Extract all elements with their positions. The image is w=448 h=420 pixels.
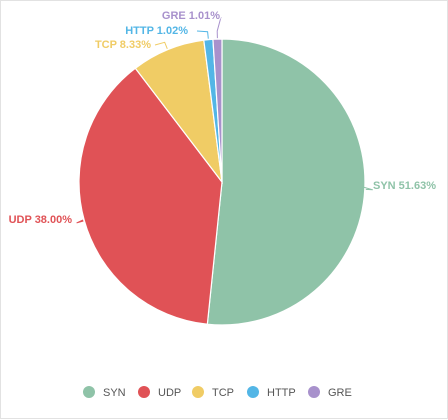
pie-slice-udp[interactable]: [78, 67, 223, 325]
label-leader-lines: [76, 16, 373, 224]
data-label-http: HTTP 1.02%: [125, 25, 188, 37]
legend-label-udp: UDP: [158, 387, 181, 399]
legend-label-tcp: TCP: [212, 387, 234, 399]
chart-legend: SYN UDP TCP HTTP GRE: [83, 386, 352, 399]
legend-item-gre[interactable]: GRE: [308, 386, 352, 399]
pie-slice-syn[interactable]: [206, 38, 366, 326]
pie-slice-gre[interactable]: [212, 38, 223, 183]
pie-slices: [78, 38, 366, 326]
legend-label-gre: GRE: [328, 387, 352, 399]
leader-line-syn: [362, 186, 373, 191]
leader-line-gre: [216, 16, 222, 39]
data-label-tcp: TCP 8.33%: [95, 39, 151, 51]
data-label-gre: GRE 1.01%: [162, 10, 220, 22]
legend-item-http[interactable]: HTTP: [247, 386, 296, 399]
legend-swatch-udp: [138, 386, 150, 398]
leader-line-http: [196, 30, 209, 39]
slice-labels: SYN 51.63% UDP 38.00% TCP 8.33% HTTP 1.02% G…: [7, 9, 437, 228]
legend-swatch-http: [247, 386, 259, 398]
data-label-udp: UDP 38.00%: [9, 214, 73, 226]
legend-label-syn: SYN: [103, 387, 126, 399]
legend-item-tcp[interactable]: TCP: [192, 386, 234, 399]
legend-label-http: HTTP: [267, 387, 296, 399]
legend-item-udp[interactable]: UDP: [138, 386, 181, 399]
legend-swatch-syn: [83, 386, 95, 398]
leader-line-udp: [76, 219, 84, 224]
data-label-syn: SYN 51.63%: [373, 180, 436, 192]
legend-item-syn[interactable]: SYN: [83, 386, 126, 399]
legend-swatch-gre: [308, 386, 320, 398]
leader-line-tcp: [154, 41, 168, 49]
legend-swatch-tcp: [192, 386, 204, 398]
